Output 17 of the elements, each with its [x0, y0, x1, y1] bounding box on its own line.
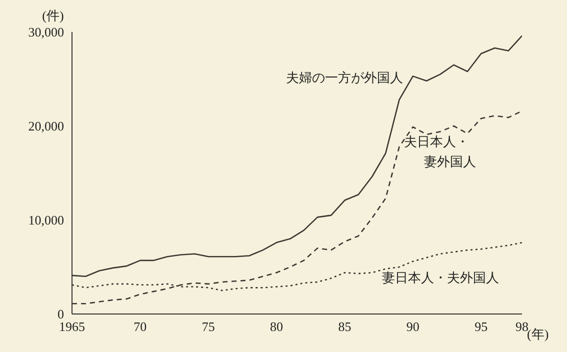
y-tick-label: 0	[58, 306, 64, 322]
y-axis-title: (件)	[42, 8, 64, 23]
y-tick-label: 10,000	[28, 212, 64, 228]
series-label: 夫婦の一方が外国人	[286, 69, 403, 87]
x-tick-label: 98	[516, 319, 528, 334]
x-tick-label: 80	[270, 319, 284, 334]
x-tick-label: 70	[134, 319, 147, 334]
series-label: 妻日本人・夫外国人	[382, 269, 499, 287]
x-tick-label: 1965	[59, 319, 85, 334]
x-axis-title: (年)	[527, 326, 549, 342]
y-tick-label: 20,000	[28, 118, 64, 134]
y-tick-label: 30,000	[28, 24, 64, 40]
x-tick-label: 95	[474, 319, 488, 334]
x-tick-label: 90	[406, 319, 420, 334]
x-tick-label: 85	[338, 319, 352, 334]
series-label: 夫日本人・妻外国人	[404, 133, 476, 171]
x-tick-label: 75	[202, 319, 215, 334]
